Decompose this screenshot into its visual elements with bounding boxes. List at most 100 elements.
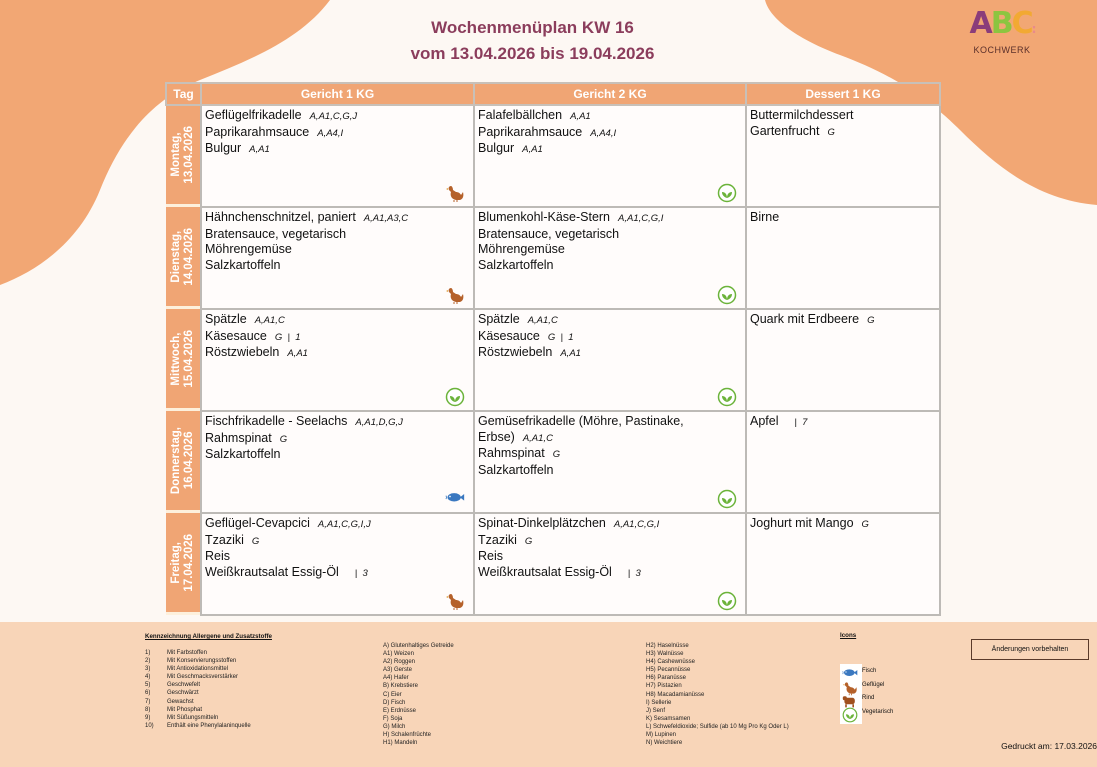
allergen-codes: A,A1,C,G,I	[613, 519, 660, 530]
meal-cell-g1: Fischfrikadelle - Seelachs A,A1,D,G,J Rahm…	[200, 410, 475, 514]
meal-name: Apfel	[750, 414, 779, 428]
allergen-item: K) Sesamsamen	[646, 715, 691, 722]
meal-item: Rahmspinat G	[478, 446, 742, 463]
meal-name: Spätzle	[205, 312, 247, 326]
allergen-item: C) Eier	[383, 691, 402, 698]
meal-name: Röstzwiebeln	[478, 345, 553, 360]
allergen-codes: G	[867, 315, 875, 326]
meal-item: Spinat-Dinkelplätzchen A,A1,C,G,I	[478, 516, 742, 533]
allergen-codes: A,A4,I	[590, 127, 617, 139]
allergen-codes: G	[524, 535, 533, 547]
meal-name: Bulgur	[205, 141, 242, 156]
day-name: Montag,	[170, 132, 182, 178]
allergen-item: H4) Cashewnüsse	[646, 659, 696, 666]
page-subtitle: vom 13.04.2026 bis 19.04.2026	[410, 44, 655, 63]
chicken-icon	[445, 285, 465, 305]
printed-date: Gedruckt am: 17.03.2026	[1001, 741, 1097, 751]
header-gericht-2: Gericht 2 KG	[473, 82, 747, 106]
icon-legend	[840, 664, 862, 724]
meal-item: Salzkartoffeln	[478, 258, 742, 274]
page-title: Wochenmenüplan KW 16	[431, 18, 634, 37]
vegetarian-icon	[717, 489, 737, 509]
meal-item: Fischfrikadelle - Seelachs A,A1,D,G,J	[205, 414, 470, 431]
allergen-item: A2) Roggen	[383, 659, 416, 666]
meal-name: Hähnchenschnitzel, paniert	[205, 210, 356, 224]
meal-item: Salzkartoffeln	[205, 258, 470, 274]
beef-icon	[842, 693, 858, 708]
allergen-item: H2) Haselnüsse	[646, 643, 689, 649]
meal-name: Birne	[750, 210, 780, 224]
meal-cell-g1: Spätzle A,A1,C Käsesauce G | 1 Röstzwiebeln A…	[200, 308, 475, 412]
allergen-item: F) Soja	[383, 715, 403, 722]
meal-item: Röstzwiebeln A,A1	[205, 345, 470, 362]
icon-legend-label: Vegetarisch	[862, 708, 894, 715]
meal-name: Tzaziki	[205, 532, 244, 547]
icon-legend-label: Fisch	[862, 668, 877, 674]
meal-name: Reis	[205, 549, 231, 564]
meal-cell-dessert: Birne	[745, 206, 941, 310]
allergen-codes: G	[827, 126, 835, 138]
meal-item: Käsesauce G | 1	[205, 329, 470, 346]
meal-name: Fischfrikadelle - Seelachs	[205, 414, 348, 428]
meal-name: Salzkartoffeln	[478, 257, 554, 272]
meal-item: Falafelbällchen A,A1	[478, 108, 742, 125]
additive-item: 5) Geschwefelt	[145, 682, 201, 689]
day-cell: Freitag, 17.04.2026	[166, 513, 202, 615]
day-cell: Donnerstag, 16.04.2026	[166, 411, 202, 513]
meal-name: Möhrengemüse	[478, 242, 565, 257]
meal-name: Käsesauce	[478, 328, 540, 343]
vegetarian-icon	[717, 183, 737, 203]
meal-cell-g1: Geflügelfrikadelle A,A1,C,G,J Paprikarahms…	[200, 104, 475, 208]
allergen-codes: A,A1	[287, 348, 308, 360]
meal-item: Möhrengemüse	[205, 242, 470, 258]
meal-item: Weißkrautsalat Essig-Öl | 3	[478, 565, 742, 582]
menu-table: Tag Gericht 1 KG Gericht 2 KG Dessert 1 …	[165, 82, 941, 616]
additive-item: 9) Mit Süßungsmitteln	[145, 714, 219, 721]
legend-heading: Kennzeichnung Allergene und Zusatzstoffe	[145, 633, 272, 640]
allergen-item: H6) Paranüsse	[646, 675, 687, 682]
additive-item: 3) Mit Antioxidationsmittel	[145, 666, 229, 673]
allergen-codes: A,A1	[560, 348, 581, 360]
allergen-item: A4) Hafer	[383, 675, 409, 682]
allergen-item: G) Milch	[383, 723, 406, 730]
vegetarian-icon	[717, 591, 737, 611]
meal-name: Weißkrautsalat Essig-Öl	[205, 564, 339, 579]
allergen-item: A1) Weizen	[383, 651, 414, 658]
allergen-codes: A,A1,C,G,J	[309, 111, 358, 122]
meal-item: Bratensauce, vegetarisch	[478, 227, 742, 243]
icon-legend-label: Geflügel	[862, 681, 885, 688]
allergen-codes: | 3	[346, 567, 368, 579]
meal-item: Spätzle A,A1,C	[478, 312, 742, 329]
meal-cell-g1: Hähnchenschnitzel, paniert A,A1,A3,C Brate…	[200, 206, 475, 310]
meal-name: Geflügel-Cevapcici	[205, 516, 310, 530]
allergen-item: B) Krebstiere	[383, 683, 419, 690]
meal-item: Weißkrautsalat Essig-Öl | 3	[205, 565, 470, 582]
meal-cell-dessert: Joghurt mit Mango G	[745, 512, 941, 616]
day-name: Donnerstag,	[170, 426, 182, 495]
meal-name: Röstzwiebeln	[205, 345, 280, 360]
allergen-codes: G	[552, 449, 561, 461]
vegetarian-icon	[842, 707, 858, 722]
meal-cell-g2: Falafelbällchen A,A1 Paprikarahmsauce A,A4,…	[473, 104, 747, 208]
allergen-item: H1) Mandeln	[383, 740, 418, 747]
logo: ABC: KOCHWERK	[969, 6, 1037, 56]
allergen-item: J) Senf	[646, 707, 666, 714]
additive-item: 1) Mit Farbstoffen	[145, 650, 207, 656]
allergen-item: H5) Pecannüsse	[646, 667, 691, 674]
allergen-codes: | 3	[619, 567, 641, 579]
header-tag: Tag	[165, 82, 202, 106]
meal-name: Bratensauce, vegetarisch	[205, 226, 347, 241]
icon-legend-label: Rind	[862, 695, 875, 701]
allergens-list-1: A) Glutenhaltiges Getreide A1) Weizen A2) …	[383, 642, 454, 747]
allergen-item: M) Lupinen	[646, 732, 677, 739]
meal-name: Spinat-Dinkelplätzchen	[478, 516, 606, 530]
meal-item: Salzkartoffeln	[205, 447, 470, 463]
meal-item: Paprikarahmsauce A,A4,I	[205, 125, 470, 142]
meal-name: Bratensauce, vegetarisch	[478, 226, 620, 241]
table-row: Dienstag, 14.04.2026 Hähnchenschnitzel, pa…	[166, 206, 941, 310]
meal-name: Paprikarahmsauce	[478, 124, 583, 139]
meal-item: Reis	[205, 549, 470, 565]
additive-item: 2) Mit Konservierungsstoffen	[145, 658, 237, 665]
day-name: Dienstag,	[170, 230, 182, 283]
meal-name: Falafelbällchen	[478, 108, 563, 122]
